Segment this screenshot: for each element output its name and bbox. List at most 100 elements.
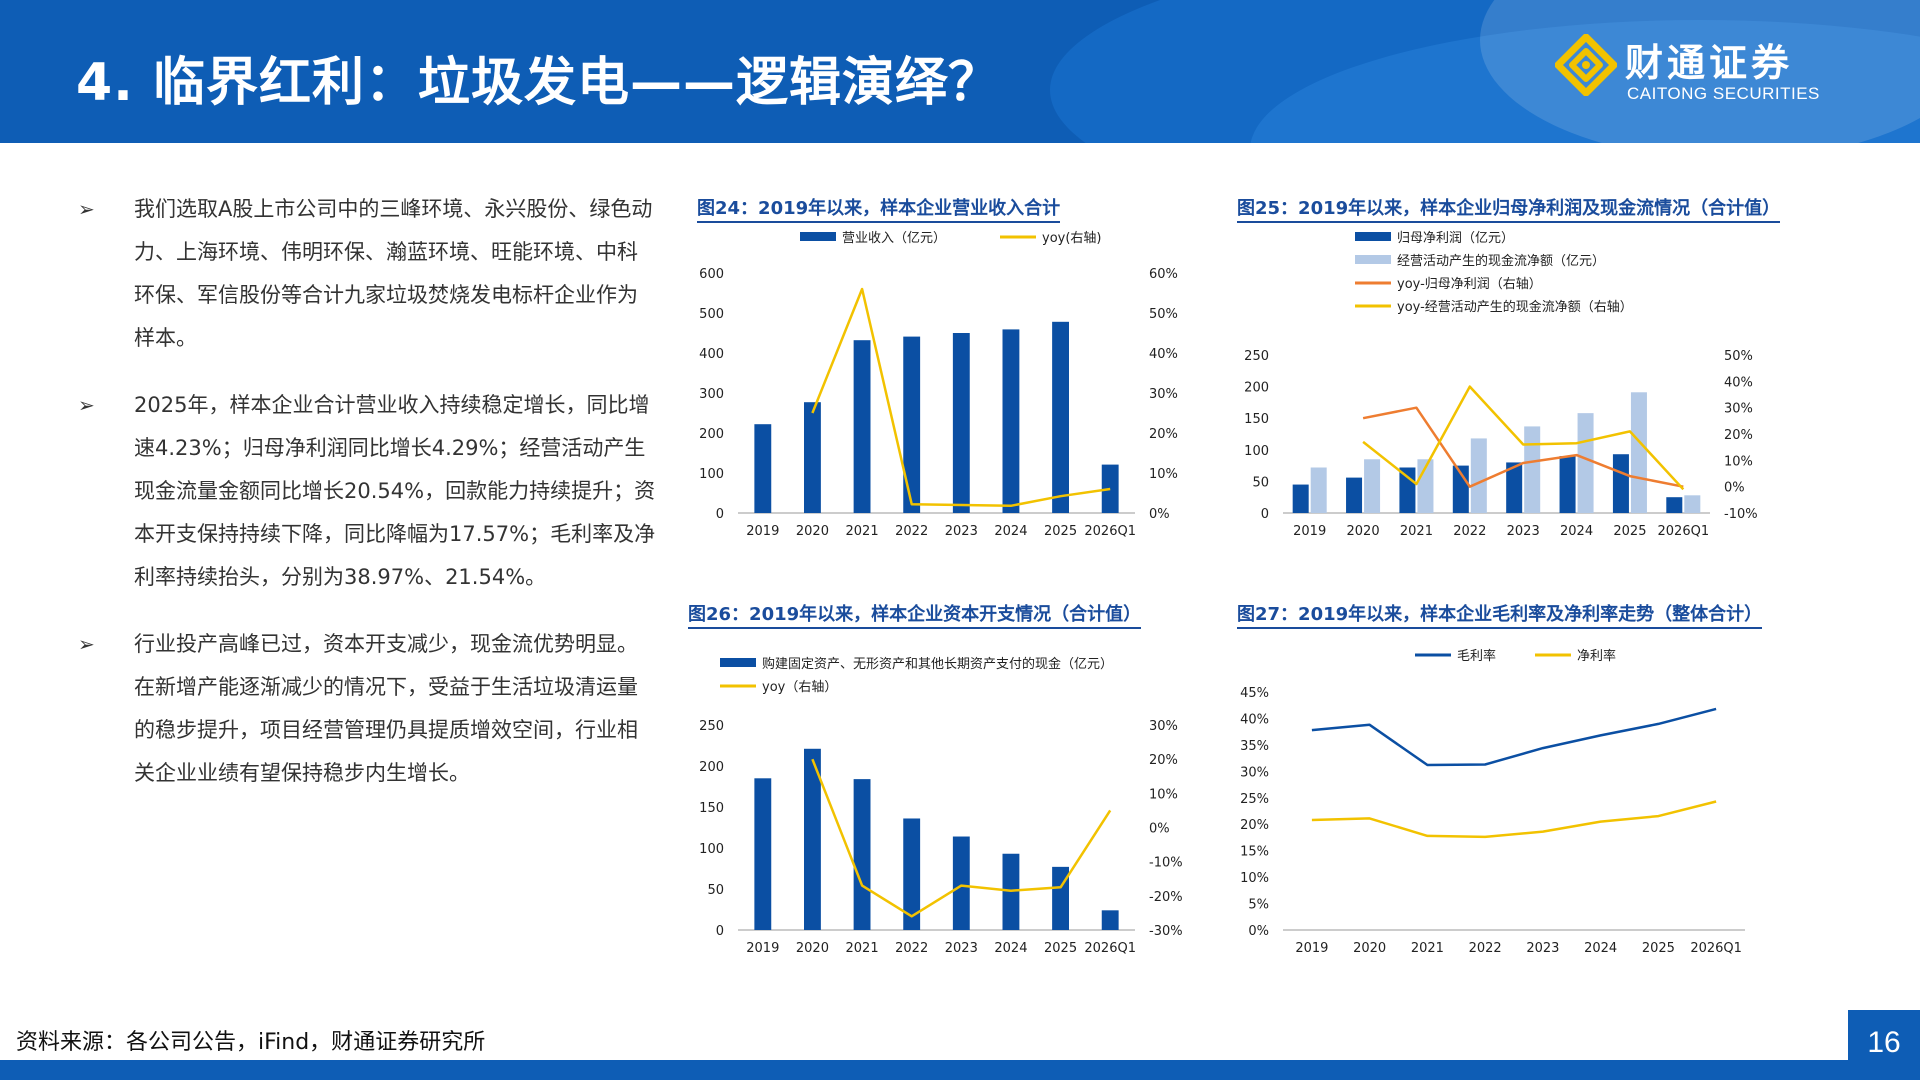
- bar-mark: [1577, 413, 1594, 513]
- y2-tick-label: -10%: [1149, 856, 1183, 871]
- x-tick-label: 2021: [846, 524, 879, 539]
- chart-title-fig25: 图25：2019年以来，样本企业归母净利润及现金流情况（合计值）: [1237, 194, 1781, 223]
- series-line: [1311, 800, 1717, 839]
- bar-mark: [1101, 910, 1119, 930]
- bar-mark: [804, 748, 821, 930]
- series-line: [1362, 385, 1685, 491]
- bar-mark: [1524, 426, 1541, 513]
- bullet-list: ➢ 我们选取A股上市公司中的三峰环境、永兴股份、绿色动力、上海环境、伟明环保、瀚…: [78, 188, 658, 819]
- x-tick-label: 2024: [994, 941, 1027, 956]
- y2-tick-label: 0%: [1149, 507, 1170, 522]
- logo-emblem-icon: [1555, 34, 1617, 96]
- bar-mark: [952, 836, 970, 930]
- bar-mark: [1506, 462, 1523, 513]
- x-tick-label: 2022: [895, 524, 928, 539]
- bullet-item: ➢ 行业投产高峰已过，资本开支减少，现金流优势明显。在新增产能逐渐减少的情况下，…: [78, 623, 658, 795]
- legend-swatch: [720, 658, 756, 667]
- series-line: [1311, 707, 1717, 767]
- y2-tick-label: 20%: [1724, 428, 1753, 443]
- source-note: 资料来源：各公司公告，iFind，财通证券研究所: [16, 1030, 486, 1055]
- x-tick-label: 2020: [796, 524, 829, 539]
- page-title: 4. 临界红利：垃圾发电——逻辑演绎？: [76, 53, 1002, 113]
- series-line: [811, 287, 1111, 508]
- chart-fig27-margins: 毛利率 净利率 0% 5% 10% 15% 20% 25% 30% 35% 40% 45% 2019 20…: [1240, 648, 1745, 956]
- y2-tick-label: 30%: [1149, 719, 1178, 734]
- x-tick-label: 2026Q1: [1084, 941, 1136, 956]
- x-tick-label: 2023: [1526, 941, 1559, 956]
- y-tick-label: 600: [699, 267, 724, 282]
- chart-title-fig27: 图27：2019年以来，样本企业毛利率及净利率走势（整体合计）: [1237, 600, 1763, 629]
- header-wave-decoration: [1050, 0, 1920, 143]
- bullet-text: 2025年，样本企业合计营业收入持续稳定增长，同比增速4.23%；归母净利润同比…: [134, 393, 656, 589]
- y-tick-label: 100: [699, 467, 724, 482]
- y-tick-label: 500: [699, 307, 724, 322]
- company-logo: 财通证券 CAITONG SECURITIES: [1555, 28, 1855, 118]
- chart-fig25-profit-cashflow: 归母净利润（亿元） 经营活动产生的现金流净额（亿元） yoy-归母净利润（右轴） yo…: [1244, 231, 1757, 539]
- legend-label: 购建固定资产、无形资产和其他长期资产支付的现金（亿元）: [762, 656, 1113, 672]
- x-tick-label: 2022: [1453, 524, 1486, 539]
- bar-mark: [1364, 459, 1381, 513]
- y-tick-label: 0%: [1248, 924, 1269, 939]
- legend-label: 净利率: [1577, 648, 1616, 664]
- y-tick-label: 20%: [1240, 818, 1269, 833]
- y-tick-label: 10%: [1240, 871, 1269, 886]
- bar-mark: [1346, 477, 1363, 513]
- x-tick-label: 2025: [1613, 524, 1646, 539]
- bar-mark: [1559, 456, 1576, 513]
- header-wave-decoration: [1480, 0, 1920, 143]
- x-tick-label: 2024: [994, 524, 1027, 539]
- y2-tick-label: 10%: [1149, 787, 1178, 802]
- y2-tick-label: -30%: [1149, 924, 1183, 939]
- y-tick-label: 100: [699, 842, 724, 857]
- y-tick-label: 15%: [1240, 845, 1269, 860]
- y2-tick-label: 40%: [1724, 375, 1753, 390]
- bar-mark: [754, 778, 772, 930]
- bullet-text: 行业投产高峰已过，资本开支减少，现金流优势明显。在新增产能逐渐减少的情况下，受益…: [134, 632, 638, 785]
- bullet-arrow-icon: ➢: [78, 632, 95, 656]
- page-number: 16: [1848, 1010, 1920, 1080]
- x-tick-label: 2021: [846, 941, 879, 956]
- x-tick-label: 2023: [945, 524, 978, 539]
- bar-mark: [754, 424, 772, 513]
- y-tick-label: 400: [699, 347, 724, 362]
- legend-label: yoy(右轴): [1042, 231, 1101, 246]
- y-tick-label: 300: [699, 387, 724, 402]
- x-tick-label: 2020: [1347, 524, 1380, 539]
- x-tick-label: 2024: [1584, 941, 1617, 956]
- y-tick-label: 45%: [1240, 686, 1269, 701]
- y-tick-label: 150: [699, 801, 724, 816]
- bullet-item: ➢ 2025年，样本企业合计营业收入持续稳定增长，同比增速4.23%；归母净利润…: [78, 384, 658, 599]
- x-tick-label: 2024: [1560, 524, 1593, 539]
- y-tick-label: 250: [1244, 349, 1269, 364]
- bar-mark: [1612, 454, 1629, 513]
- legend-swatch: [1355, 232, 1391, 241]
- y-tick-label: 250: [699, 719, 724, 734]
- x-tick-label: 2025: [1642, 941, 1675, 956]
- bar-mark: [853, 340, 871, 513]
- chart-title-fig26: 图26：2019年以来，样本企业资本开支情况（合计值）: [688, 600, 1142, 629]
- bar-mark: [1292, 484, 1309, 513]
- x-tick-label: 2020: [1353, 941, 1386, 956]
- bullet-arrow-icon: ➢: [78, 197, 95, 221]
- y2-tick-label: 10%: [1724, 454, 1753, 469]
- x-tick-label: 2022: [895, 941, 928, 956]
- x-tick-label: 2025: [1044, 524, 1077, 539]
- legend-label: 营业收入（亿元）: [842, 231, 946, 246]
- y2-tick-label: 20%: [1149, 753, 1178, 768]
- x-tick-label: 2026Q1: [1658, 524, 1710, 539]
- bar-mark: [1630, 392, 1647, 513]
- x-tick-label: 2026Q1: [1084, 524, 1136, 539]
- y2-tick-label: 0%: [1149, 822, 1170, 837]
- bullet-item: ➢ 我们选取A股上市公司中的三峰环境、永兴股份、绿色动力、上海环境、伟明环保、瀚…: [78, 188, 658, 360]
- x-tick-label: 2023: [1507, 524, 1540, 539]
- x-tick-label: 2019: [746, 941, 779, 956]
- x-tick-label: 2019: [1293, 524, 1326, 539]
- y-tick-label: 35%: [1240, 739, 1269, 754]
- legend-label: 归母净利润（亿元）: [1397, 231, 1514, 246]
- header-banner: 4. 临界红利：垃圾发电——逻辑演绎？ 财通证券 CAITONG SECURIT…: [0, 0, 1920, 143]
- bar-mark: [853, 779, 871, 930]
- y2-tick-label: 40%: [1149, 347, 1178, 362]
- y2-tick-label: 60%: [1149, 267, 1178, 282]
- bar-mark: [952, 333, 970, 513]
- bullet-arrow-icon: ➢: [78, 393, 95, 417]
